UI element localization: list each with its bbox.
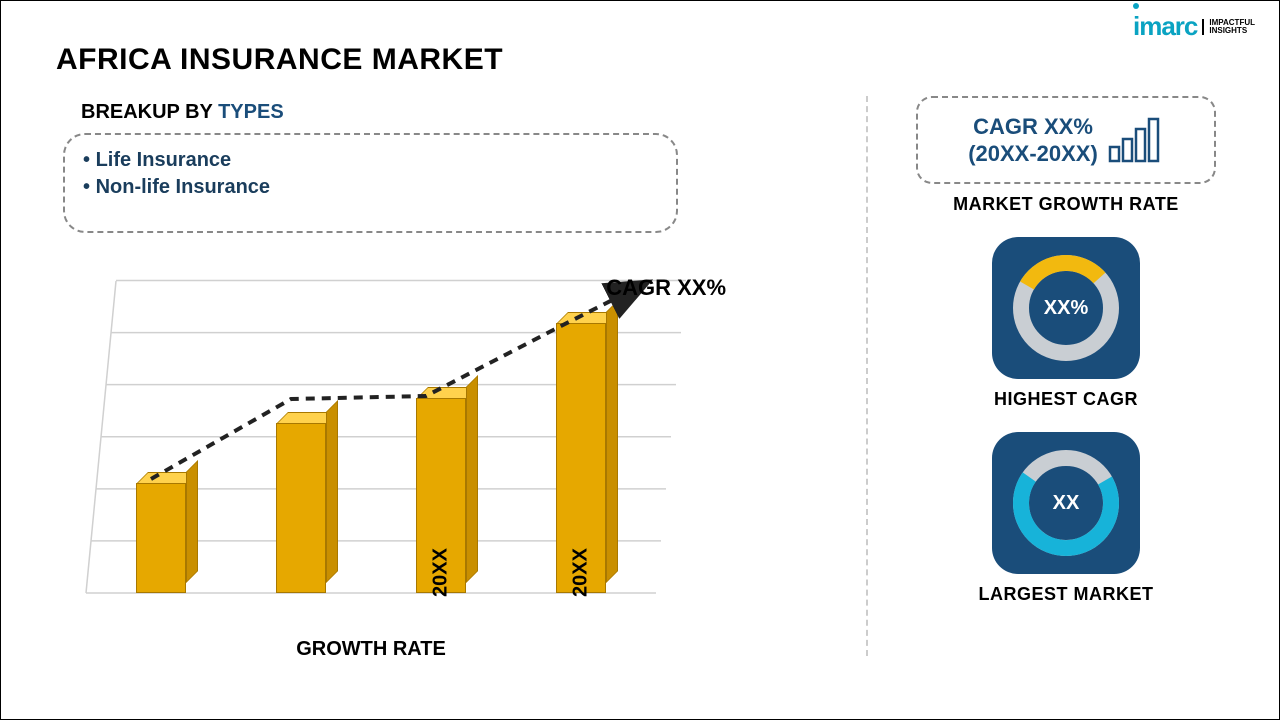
- highest-cagr-value: XX%: [1044, 297, 1088, 320]
- bar: [131, 483, 191, 593]
- type-item: Non-life Insurance: [83, 174, 658, 201]
- highest-cagr-label: HIGHEST CAGR: [901, 389, 1231, 410]
- logo-tagline-2: INSIGHTS: [1209, 27, 1255, 35]
- vertical-divider: [866, 96, 868, 656]
- brand-logo: imarc IMPACTFUL INSIGHTS: [1133, 11, 1255, 42]
- bar: 20XX: [551, 323, 611, 593]
- logo-tagline: IMPACTFUL INSIGHTS: [1202, 19, 1255, 35]
- right-panel: CAGR XX% (20XX-20XX) MARKET GROWTH RATE …: [901, 96, 1231, 605]
- bar-label: 20XX: [570, 548, 593, 597]
- page-title: AFRICA INSURANCE MARKET: [56, 43, 503, 77]
- logo-text: imarc: [1133, 11, 1197, 42]
- breakup-highlight: TYPES: [218, 101, 284, 123]
- types-box: Life Insurance Non-life Insurance: [63, 133, 678, 233]
- cagr-summary-box: CAGR XX% (20XX-20XX): [916, 96, 1216, 184]
- chart-x-label: GROWTH RATE: [296, 638, 446, 661]
- cagr-line2: (20XX-20XX): [968, 140, 1098, 168]
- logo-brand: imarc: [1133, 11, 1197, 41]
- bar-label: 20XX: [430, 548, 453, 597]
- types-list: Life Insurance Non-life Insurance: [83, 147, 658, 201]
- largest-market-label: LARGEST MARKET: [901, 584, 1231, 605]
- market-growth-label: MARKET GROWTH RATE: [901, 194, 1231, 215]
- logo-dot-icon: [1133, 3, 1139, 9]
- cagr-summary-text: CAGR XX% (20XX-20XX): [968, 113, 1098, 168]
- breakup-heading: BREAKUP BY TYPES: [81, 101, 284, 124]
- growth-chart: 20XX20XX CAGR XX% GROWTH RATE: [56, 271, 686, 631]
- type-item: Life Insurance: [83, 147, 658, 174]
- bar: [271, 423, 331, 593]
- largest-market-value: XX: [1053, 492, 1080, 515]
- bar-chart-icon: [1108, 117, 1164, 163]
- cagr-label: CAGR XX%: [606, 275, 726, 301]
- bar: 20XX: [411, 398, 471, 593]
- bars-container: 20XX 20XX: [91, 283, 651, 593]
- cagr-line1: CAGR XX%: [968, 113, 1098, 141]
- breakup-prefix: BREAKUP BY: [81, 101, 218, 123]
- highest-cagr-tile: XX%: [992, 237, 1140, 379]
- largest-market-tile: XX: [992, 432, 1140, 574]
